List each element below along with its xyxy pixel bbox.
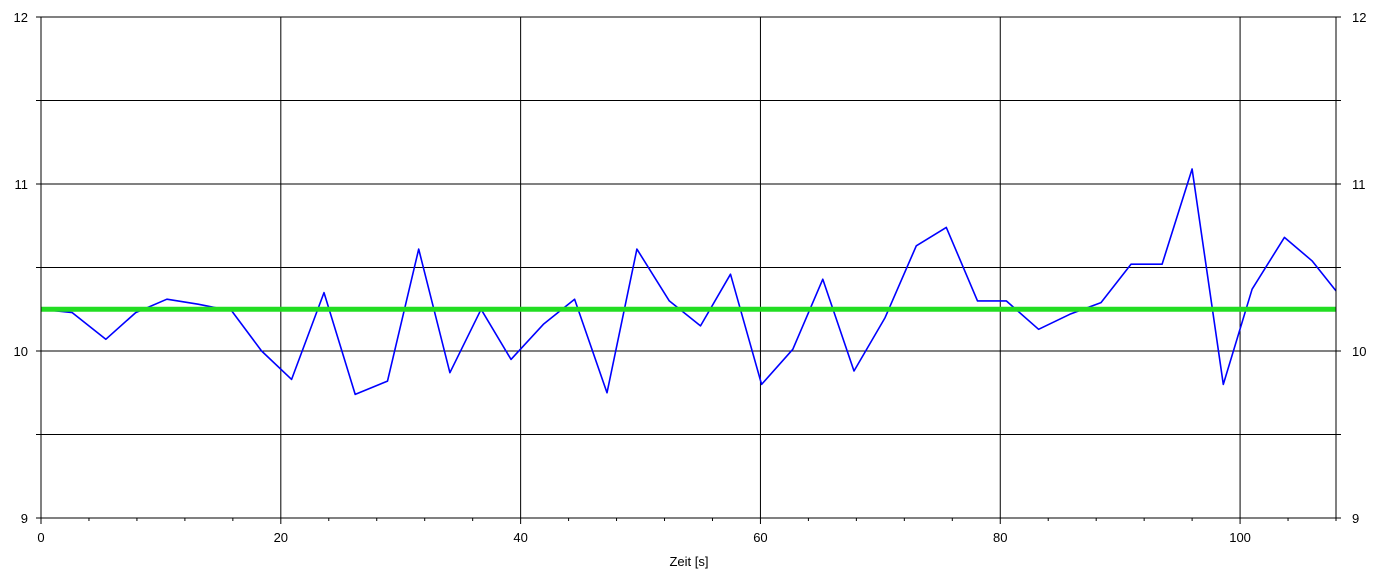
x-tick-label: 100 xyxy=(1229,530,1251,545)
y-tick-label-right: 10 xyxy=(1352,344,1366,359)
x-tick-label: 40 xyxy=(513,530,527,545)
y-tick-label-left: 9 xyxy=(21,511,28,526)
x-tick-label: 60 xyxy=(753,530,767,545)
series-line-blue xyxy=(40,168,1337,396)
y-tick-label-left: 11 xyxy=(15,177,29,192)
tick-labels: 9 9 10 10 11 11 12 12 0 20 40 60 80 100 xyxy=(14,10,1367,545)
series-layer xyxy=(40,168,1337,396)
y-tick-label-right: 12 xyxy=(1352,10,1366,25)
x-tick-label: 80 xyxy=(993,530,1007,545)
gridlines xyxy=(40,16,1336,519)
y-tick-label-right: 9 xyxy=(1352,511,1359,526)
x-axis-title: Zeit [s] xyxy=(669,554,708,569)
y-tick-label-right: 11 xyxy=(1352,177,1366,192)
x-tick-label: 0 xyxy=(37,530,44,545)
x-tick-label: 20 xyxy=(274,530,288,545)
y-tick-label-left: 10 xyxy=(14,344,28,359)
axes xyxy=(36,16,1341,524)
y-tick-label-left: 12 xyxy=(14,10,28,25)
